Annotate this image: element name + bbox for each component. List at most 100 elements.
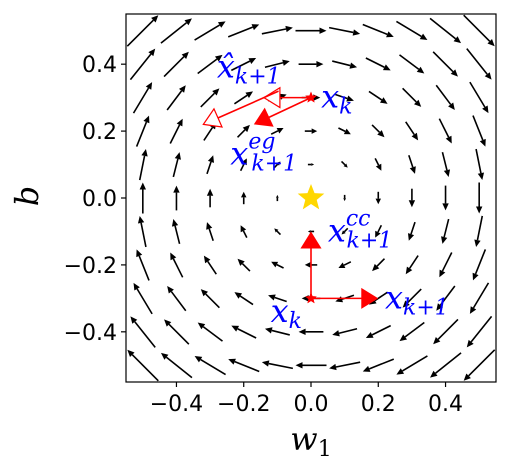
- quiver-arrow: [396, 355, 428, 375]
- quiver-arrow: [338, 127, 351, 135]
- quiver-arrow: [332, 327, 358, 337]
- quiver-arrow: [138, 149, 148, 181]
- quiver-arrow: [472, 249, 487, 281]
- x-tick-label: 0.2: [361, 392, 396, 417]
- quiver-arrow: [164, 319, 190, 345]
- quiver-arrow: [329, 361, 361, 371]
- quiver-arrow: [136, 249, 150, 281]
- y-tick-label: 0.4: [82, 53, 117, 78]
- quiver-arrow: [230, 57, 257, 72]
- quiver-arrow: [194, 21, 226, 41]
- start-point-star: [305, 91, 317, 103]
- quiver-arrow: [240, 225, 248, 239]
- quiver-arrow: [371, 124, 385, 138]
- quiver-arrow: [236, 124, 250, 138]
- quiver-arrow: [227, 24, 260, 38]
- quiver-arrow: [298, 328, 324, 336]
- quiver-arrow: [171, 219, 181, 245]
- quiver-arrow: [442, 185, 449, 211]
- quiver-arrow: [335, 93, 354, 102]
- quiver-arrow: [469, 282, 490, 314]
- quiver-arrow: [472, 115, 486, 147]
- quiver-arrow: [163, 51, 189, 78]
- quiver-arrow: [463, 14, 495, 47]
- quiver-arrow: [126, 15, 159, 47]
- quiver-arrow: [206, 188, 214, 208]
- quiver-arrow: [340, 160, 348, 168]
- quiver-arrow: [264, 59, 290, 69]
- quiver-arrow: [408, 188, 416, 208]
- quiver-arrow: [197, 54, 223, 75]
- quiver-arrow: [137, 215, 147, 248]
- quiver-arrow: [271, 261, 284, 269]
- quiver-arrow: [274, 228, 282, 236]
- x-tick-label: −0.4: [150, 392, 203, 417]
- quiver-arrow: [304, 128, 318, 134]
- quiver-arrow: [438, 118, 452, 144]
- x-axis-label: w1: [290, 420, 331, 462]
- quiver-arrow: [341, 227, 349, 235]
- point-label: xk+1: [385, 278, 449, 320]
- quiver-arrow: [240, 191, 247, 205]
- quiver-arrow: [268, 294, 287, 303]
- trajectory-arrow: [202, 86, 317, 128]
- point-label: xk: [271, 292, 302, 334]
- quiver-arrow: [435, 84, 455, 111]
- y-axis-label: b: [8, 186, 46, 206]
- quiver-arrow: [203, 255, 217, 275]
- quiver-arrow: [194, 355, 227, 376]
- annotations: x̂k+1 xk xeg k+1 xcc k+1 xk xk+1: [217, 48, 449, 334]
- quiver-arrow: [273, 161, 281, 169]
- quiver-arrow: [160, 18, 192, 44]
- quiver-arrow: [132, 82, 153, 114]
- quiver-arrow: [228, 358, 260, 373]
- quiver-arrow: [475, 148, 485, 181]
- quiver-arrow: [474, 215, 484, 247]
- quiver-arrow: [365, 57, 391, 71]
- quiver-arrow: [130, 316, 156, 348]
- quiver-arrow: [436, 285, 456, 311]
- quiver-arrow: [463, 349, 496, 381]
- quiver-arrow: [407, 221, 416, 241]
- quiver-arrow: [160, 352, 193, 379]
- quiver-arrow: [197, 322, 223, 342]
- y-tick-label: 0.2: [82, 120, 117, 145]
- quiver-arrow: [374, 157, 382, 171]
- point-label: xcc k+1: [328, 206, 392, 253]
- point-label: xeg k+1: [230, 130, 297, 177]
- quiver-arrow: [466, 315, 493, 348]
- quiver-arrow: [439, 252, 453, 278]
- point-label: x̂k+1: [217, 48, 281, 90]
- quiver-arrow: [307, 230, 315, 233]
- trajectory-arrow: [305, 287, 379, 309]
- quiver-arrow: [298, 60, 324, 68]
- x-tick-label: 0.4: [428, 392, 463, 417]
- quiver-arrow: [343, 194, 347, 202]
- quiver-arrow: [429, 17, 462, 44]
- y-tick-label: 0.0: [82, 187, 117, 212]
- quiver-arrow: [405, 255, 419, 275]
- optimum-star: [297, 184, 325, 210]
- start-point-star: [305, 292, 317, 304]
- quiver-arrow: [469, 81, 489, 114]
- quiver-arrow: [206, 222, 214, 242]
- quiver-arrow: [375, 191, 382, 205]
- quiver-arrow: [372, 258, 386, 272]
- quiver-arrow: [362, 23, 394, 38]
- quiver-arrow: [275, 194, 279, 202]
- quiver-arrow: [402, 87, 422, 107]
- quiver-arrow: [261, 360, 294, 370]
- quiver-arrow: [237, 258, 251, 272]
- y-tick-label: −0.2: [64, 254, 117, 279]
- quiver-arrow: [139, 182, 147, 214]
- quiver-arrow: [166, 85, 186, 111]
- axis-ticks: −0.4 −0.2 0.0 0.2 0.4 −0.4 −0.2 0.0 0.2 0.4: [64, 53, 463, 417]
- vector-field: [126, 14, 496, 382]
- quiver-arrow: [368, 90, 388, 104]
- quiver-arrow: [375, 224, 383, 238]
- quiver-arrow: [172, 152, 181, 178]
- trajectory-arrow: [253, 91, 317, 127]
- quiver-arrow: [328, 26, 361, 36]
- quiver-arrow: [231, 325, 257, 339]
